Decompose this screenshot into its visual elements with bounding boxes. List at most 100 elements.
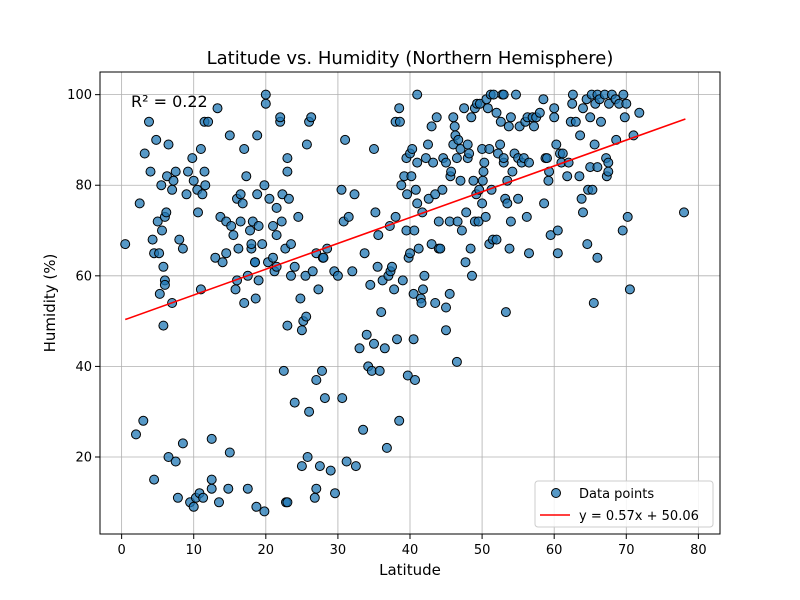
data-point — [679, 207, 689, 218]
legend-label-points: Data points — [579, 487, 654, 502]
data-point — [498, 89, 509, 100]
data-point — [226, 221, 237, 231]
chart-title: Latitude vs. Humidity (Northern Hemisphe… — [207, 48, 614, 69]
data-point — [451, 356, 462, 367]
data-point — [574, 171, 585, 182]
data-point — [168, 175, 179, 186]
data-point — [549, 103, 560, 114]
data-point — [268, 221, 278, 231]
data-point — [459, 103, 470, 114]
data-point — [542, 153, 552, 164]
data-point — [428, 157, 439, 168]
data-point — [282, 153, 293, 164]
data-point — [235, 216, 246, 227]
data-point — [484, 144, 495, 154]
data-point — [431, 112, 442, 123]
data-point — [183, 166, 193, 177]
data-point — [524, 157, 534, 168]
data-point — [131, 429, 141, 440]
data-point — [567, 98, 578, 109]
data-point — [435, 243, 446, 254]
data-point — [282, 320, 293, 331]
data-point — [394, 415, 405, 426]
data-point — [250, 293, 261, 304]
data-point — [552, 248, 563, 259]
data-point — [193, 207, 203, 218]
data-point — [423, 139, 433, 150]
data-point — [513, 193, 524, 204]
data-point — [441, 302, 451, 313]
data-point — [206, 483, 217, 494]
data-point — [306, 112, 317, 123]
data-point — [407, 144, 418, 154]
data-point — [592, 162, 603, 173]
data-point — [603, 166, 614, 177]
data-point — [268, 252, 278, 263]
data-point — [603, 157, 614, 168]
data-point — [332, 270, 343, 281]
data-point — [302, 452, 313, 462]
data-point — [449, 121, 460, 132]
data-point — [462, 139, 473, 150]
data-point — [230, 284, 241, 295]
data-point — [139, 148, 150, 159]
data-point — [313, 284, 324, 295]
data-point — [221, 248, 232, 259]
data-point — [154, 288, 165, 299]
regression-line — [124, 118, 686, 321]
data-point — [413, 243, 424, 254]
data-point — [505, 216, 516, 227]
data-point — [376, 307, 387, 318]
data-point — [200, 180, 211, 191]
data-point — [467, 270, 477, 281]
data-point — [437, 184, 448, 195]
data-point — [477, 175, 488, 186]
data-point — [460, 257, 471, 268]
data-point — [545, 230, 556, 241]
data-point — [412, 89, 423, 100]
data-point — [177, 243, 188, 254]
data-point — [480, 211, 491, 222]
data-point — [275, 112, 286, 123]
data-point — [592, 252, 603, 263]
data-point — [359, 248, 370, 259]
data-point — [507, 166, 518, 177]
data-point — [402, 189, 413, 200]
data-point — [147, 234, 158, 245]
data-point — [416, 298, 427, 308]
data-point — [446, 166, 457, 177]
data-point — [282, 497, 293, 508]
data-point — [300, 270, 311, 281]
data-point — [503, 121, 514, 132]
data-point — [381, 442, 392, 453]
data-point — [251, 501, 262, 512]
data-point — [473, 216, 484, 227]
data-point — [464, 148, 475, 159]
data-point — [575, 130, 586, 141]
data-point — [242, 483, 253, 494]
data-point — [239, 144, 250, 154]
data-point — [418, 284, 428, 295]
data-point — [286, 239, 296, 250]
data-point — [538, 94, 549, 105]
data-point — [271, 230, 282, 241]
data-point — [465, 243, 476, 254]
x-tick-label: 70 — [618, 543, 635, 558]
x-axis-ticks: 0 10 20 30 40 50 60 70 80 — [117, 534, 707, 558]
data-point — [296, 325, 307, 336]
y-axis-ticks: 20 40 60 80 100 — [67, 88, 100, 466]
data-point — [495, 139, 506, 150]
data-point — [365, 279, 376, 290]
data-point — [317, 365, 327, 376]
data-point — [301, 311, 312, 322]
data-point — [390, 211, 401, 222]
data-point — [373, 230, 384, 241]
data-point — [576, 193, 587, 204]
data-point — [253, 275, 264, 286]
data-point — [433, 216, 444, 227]
data-point — [491, 234, 502, 245]
data-point — [158, 261, 169, 272]
data-point — [239, 298, 250, 308]
data-point — [379, 343, 390, 354]
data-point — [409, 225, 420, 236]
